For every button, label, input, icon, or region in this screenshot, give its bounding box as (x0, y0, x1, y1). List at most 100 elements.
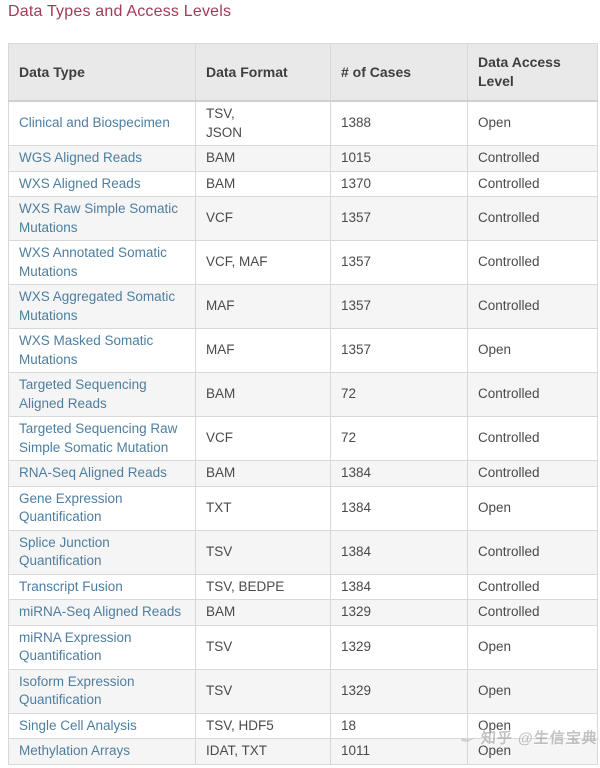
data-type-link[interactable]: Gene Expression Quantification (19, 490, 123, 525)
access-level-cell: Open (467, 624, 598, 670)
table-row: Splice Junction Quantification TSV 1384 … (8, 529, 598, 575)
data-format-cell: TSV (195, 668, 331, 714)
data-type-cell: Isoform Expression Quantification (8, 668, 196, 714)
cases-cell: 1015 (330, 145, 468, 172)
data-type-link[interactable]: Single Cell Analysis (19, 717, 137, 733)
cases-cell: 1329 (330, 599, 468, 626)
data-type-link[interactable]: RNA-Seq Aligned Reads (19, 465, 167, 480)
table-row: Targeted Sequencing Aligned Reads BAM 72… (8, 372, 598, 417)
table-row: WGS Aligned Reads BAM 1015 Controlled (8, 145, 598, 172)
data-type-cell: WXS Aligned Reads (8, 170, 196, 197)
access-level-cell: Controlled (467, 599, 598, 626)
data-types-table: Data Type Data Format # of Cases Data Ac… (8, 43, 598, 765)
access-level-cell: Open (467, 712, 598, 739)
data-type-cell: Gene Expression Quantification (8, 485, 196, 531)
data-type-link[interactable]: Transcript Fusion (19, 578, 123, 594)
data-type-link[interactable]: WXS Aggregated Somatic Mutations (19, 289, 176, 323)
data-format-cell: TSV (195, 529, 331, 575)
table-row: Isoform Expression Quantification TSV 13… (8, 668, 598, 714)
access-level-cell: Controlled (467, 529, 598, 575)
data-type-cell: WXS Aggregated Somatic Mutations (8, 284, 196, 329)
data-type-link[interactable]: WXS Aligned Reads (19, 175, 141, 191)
data-type-cell: Targeted Sequencing Raw Simple Somatic M… (8, 416, 196, 461)
cases-cell: 72 (330, 416, 468, 461)
data-type-cell: miRNA-Seq Aligned Reads (8, 599, 196, 626)
access-level-cell: Controlled (467, 416, 598, 461)
header-row: Data Type Data Format # of Cases Data Ac… (8, 43, 598, 102)
data-format-cell: BAM (195, 145, 331, 172)
cases-cell: 1384 (330, 573, 468, 600)
cases-cell: 1357 (330, 328, 468, 373)
col-header-data-format: Data Format (195, 43, 331, 102)
data-type-cell: Targeted Sequencing Aligned Reads (8, 372, 196, 417)
table-row: Methylation Arrays IDAT, TXT 1011 Open (8, 738, 598, 765)
cases-cell: 1384 (330, 485, 468, 531)
col-header-access-level: Data Access Level (467, 43, 598, 102)
data-type-link[interactable]: WXS Annotated Somatic Mutations (19, 245, 167, 279)
access-level-cell: Open (467, 328, 598, 373)
cases-cell: 1357 (330, 196, 468, 241)
cases-cell: 1357 (330, 284, 468, 329)
data-format-cell: TXT (195, 485, 331, 531)
access-level-cell: Controlled (467, 460, 598, 487)
col-header-data-type: Data Type (8, 43, 196, 102)
table-row: Clinical and Biospecimen TSV, JSON 1388 … (8, 100, 598, 146)
access-level-cell: Controlled (467, 170, 598, 197)
cases-cell: 1357 (330, 240, 468, 285)
cases-cell: 1388 (330, 100, 468, 146)
data-type-link[interactable]: Targeted Sequencing Raw Simple Somatic M… (19, 421, 178, 455)
table-body: Clinical and Biospecimen TSV, JSON 1388 … (8, 100, 598, 765)
data-type-link[interactable]: WXS Raw Simple Somatic Mutations (19, 201, 179, 235)
data-format-cell: VCF (195, 196, 331, 241)
table-row: miRNA-Seq Aligned Reads BAM 1329 Control… (8, 599, 598, 626)
data-format-cell: MAF (195, 284, 331, 329)
data-type-cell: WGS Aligned Reads (8, 145, 196, 172)
data-type-link[interactable]: miRNA Expression Quantification (19, 629, 132, 664)
access-level-cell: Controlled (467, 196, 598, 241)
data-type-cell: WXS Raw Simple Somatic Mutations (8, 196, 196, 241)
table-row: Single Cell Analysis TSV, HDF5 18 Open (8, 712, 598, 739)
table-row: miRNA Expression Quantification TSV 1329… (8, 624, 598, 670)
data-type-link[interactable]: miRNA-Seq Aligned Reads (19, 604, 182, 619)
col-header-num-cases: # of Cases (330, 43, 468, 102)
data-format-cell: BAM (195, 599, 331, 626)
data-type-link[interactable]: Clinical and Biospecimen (19, 115, 170, 131)
data-format-cell: BAM (195, 372, 331, 417)
data-type-link[interactable]: WXS Masked Somatic Mutations (19, 333, 154, 367)
data-type-cell: RNA-Seq Aligned Reads (8, 460, 196, 487)
access-level-cell: Open (467, 100, 598, 146)
data-type-cell: Methylation Arrays (8, 738, 196, 765)
data-type-link[interactable]: Targeted Sequencing Aligned Reads (19, 377, 147, 411)
table-row: WXS Aligned Reads BAM 1370 Controlled (8, 170, 598, 197)
data-format-cell: TSV, JSON (195, 100, 331, 146)
access-level-cell: Controlled (467, 573, 598, 600)
data-type-link[interactable]: Methylation Arrays (19, 743, 131, 758)
table-row: WXS Aggregated Somatic Mutations MAF 135… (8, 284, 598, 329)
data-type-link[interactable]: Isoform Expression Quantification (19, 673, 135, 708)
table-row: WXS Annotated Somatic Mutations VCF, MAF… (8, 240, 598, 285)
data-format-cell: TSV, BEDPE (195, 573, 331, 600)
data-format-cell: VCF, MAF (195, 240, 331, 285)
data-format-cell: MAF (195, 328, 331, 373)
access-level-cell: Controlled (467, 145, 598, 172)
table-row: Targeted Sequencing Raw Simple Somatic M… (8, 416, 598, 461)
data-type-link[interactable]: Splice Junction Quantification (19, 534, 110, 569)
access-level-cell: Open (467, 485, 598, 531)
data-type-cell: Splice Junction Quantification (8, 529, 196, 575)
data-format-cell: BAM (195, 170, 331, 197)
data-type-cell: WXS Annotated Somatic Mutations (8, 240, 196, 285)
data-type-cell: WXS Masked Somatic Mutations (8, 328, 196, 373)
data-format-cell: TSV (195, 624, 331, 670)
data-type-cell: miRNA Expression Quantification (8, 624, 196, 670)
table-row: RNA-Seq Aligned Reads BAM 1384 Controlle… (8, 460, 598, 487)
data-format-cell: VCF (195, 416, 331, 461)
data-type-cell: Clinical and Biospecimen (8, 100, 196, 146)
table-row: WXS Masked Somatic Mutations MAF 1357 Op… (8, 328, 598, 373)
data-format-cell: BAM (195, 460, 331, 487)
access-level-cell: Controlled (467, 240, 598, 285)
data-format-cell: TSV, HDF5 (195, 712, 331, 739)
cases-cell: 1370 (330, 170, 468, 197)
data-type-link[interactable]: WGS Aligned Reads (19, 150, 143, 165)
cases-cell: 1329 (330, 668, 468, 714)
access-level-cell: Controlled (467, 284, 598, 329)
